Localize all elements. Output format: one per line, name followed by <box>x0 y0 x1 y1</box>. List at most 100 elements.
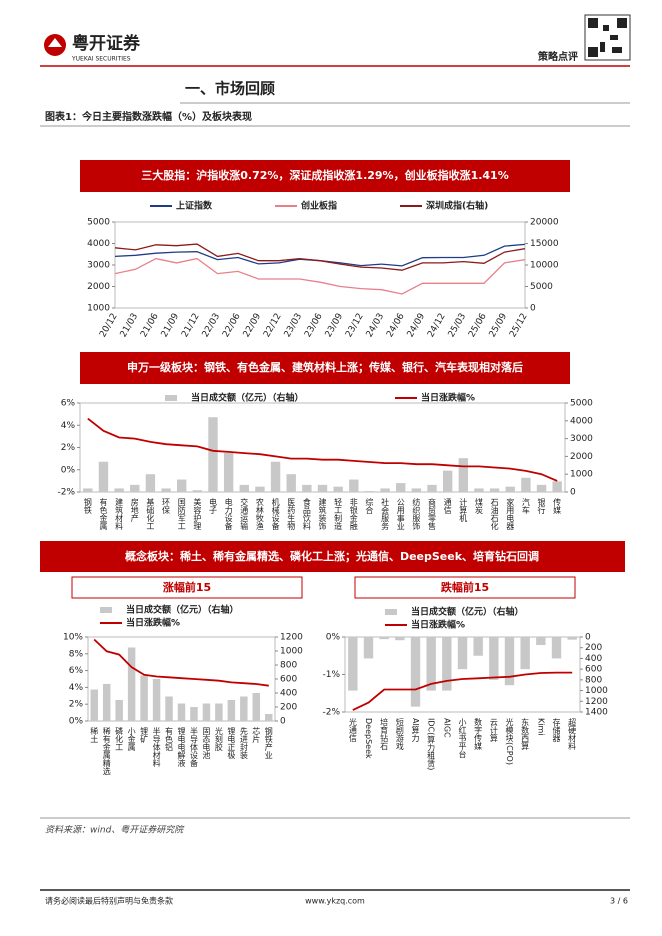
page-number: 3 / 6 <box>610 897 628 906</box>
source: 资料来源：wind、粤开证券研究院 <box>45 825 185 836</box>
legend-swatch <box>385 609 397 615</box>
company-en: YUEKAI SECURITIES <box>71 56 131 63</box>
x-tick-label: 光通信 <box>348 717 357 743</box>
x-tick-label: 公用事业 <box>396 498 405 530</box>
y-tick-label: 0% <box>69 717 84 727</box>
bar <box>552 481 562 492</box>
bar <box>83 488 93 492</box>
y2-tick-label: 1000 <box>570 470 593 480</box>
legend-label: 当日涨跌幅% <box>411 619 465 631</box>
banner <box>40 541 625 572</box>
bar <box>114 488 124 492</box>
x-tick-label: 东数西算 <box>521 717 530 751</box>
x-tick-label: 光刻胶 <box>214 726 223 752</box>
x-tick-label: 电子 <box>208 497 217 514</box>
y2-tick-label: 15000 <box>530 239 559 249</box>
bar <box>177 479 187 492</box>
website: www.ykzq.com <box>305 897 365 906</box>
x-tick-label: 机械设备 <box>271 497 280 531</box>
x-tick-label: AIGC <box>442 718 451 738</box>
bar <box>520 637 530 670</box>
bar <box>379 637 389 640</box>
x-tick-label: 锂矿 <box>140 726 149 744</box>
legend-label: 当日成交额（亿元）（右轴） <box>126 604 239 616</box>
bar <box>489 488 500 492</box>
x-tick-label: 房地产 <box>130 497 139 523</box>
y-tick-label: 8% <box>69 649 84 659</box>
company-name: 粤开证券 <box>72 33 141 54</box>
y2-tick-label: 1000 <box>585 686 608 696</box>
bar <box>474 488 484 492</box>
bar <box>426 637 436 691</box>
x-tick-label: 超硬材料 <box>568 717 577 751</box>
x-tick-label: 传媒 <box>553 497 562 515</box>
y2-tick-label: 1200 <box>585 697 608 707</box>
x-tick-label: 21/12 <box>180 312 202 339</box>
x-tick-label: 半导体设备 <box>189 726 198 768</box>
bar <box>489 637 499 680</box>
y2-tick-label: 600 <box>280 675 297 685</box>
bar <box>102 683 111 721</box>
x-tick-label: 石油石化 <box>490 498 499 531</box>
bar <box>161 488 171 492</box>
bar <box>202 703 211 721</box>
bar <box>90 689 98 721</box>
y-tick-label: 6% <box>69 666 84 676</box>
banner-text: 三大股指：沪指收涨0.72%，深证成指收涨1.29%，创业板指收涨1.41% <box>141 168 508 182</box>
y2-tick-label: 10000 <box>530 261 559 271</box>
x-tick-label: 农林牧渔 <box>255 497 264 530</box>
bar <box>567 637 577 640</box>
y2-tick-label: 5000 <box>570 399 593 409</box>
x-tick-label: 有色金属 <box>99 497 108 531</box>
x-tick-label: AI算力 <box>411 718 420 743</box>
y2-tick-label: 200 <box>280 703 297 713</box>
y-tick-label: 4% <box>69 683 84 693</box>
x-tick-label: DeepSeek <box>364 718 373 759</box>
x-tick-label: 24/03 <box>365 312 387 339</box>
y-tick-label: 0% <box>61 465 76 475</box>
x-tick-label: Kimi <box>536 718 545 735</box>
bar <box>239 484 249 492</box>
series-line <box>114 243 526 271</box>
banner-text: 申万一级板块：钢铁、有色金属、建筑材料上涨；传媒、银行、汽车表现相对落后 <box>127 360 523 374</box>
series-line <box>114 257 526 295</box>
x-tick-label: 培育钻石 <box>380 717 389 751</box>
subheader: 涨幅前15 <box>163 580 211 594</box>
legend-label: 当日成交额（亿元）（右轴） <box>411 606 524 618</box>
y-tick-label: 2000 <box>87 282 110 292</box>
y2-tick-label: 3000 <box>570 434 593 444</box>
y2-tick-label: 400 <box>280 689 297 699</box>
x-tick-label: 芯片 <box>252 726 261 744</box>
bar <box>442 637 452 691</box>
x-tick-label: 24/06 <box>385 312 407 340</box>
y2-tick-label: 200 <box>585 643 602 653</box>
x-tick-label: 25/12 <box>508 312 530 339</box>
y-tick-label: 5000 <box>87 218 110 228</box>
x-tick-label: 半导体材料 <box>152 726 161 768</box>
bar <box>286 474 296 492</box>
bar <box>333 486 343 492</box>
bar <box>536 484 547 492</box>
y-tick-label: 0% <box>326 633 341 643</box>
bar <box>255 486 265 492</box>
series-line <box>352 671 573 711</box>
bar <box>504 637 515 686</box>
x-tick-label: 22/03 <box>201 312 223 339</box>
x-tick-label: 25/06 <box>467 312 489 340</box>
x-tick-label: 短剧游戏 <box>395 717 404 751</box>
banner <box>80 352 570 384</box>
x-tick-label: 23/06 <box>303 312 325 340</box>
bar <box>270 461 281 492</box>
bar <box>521 477 531 492</box>
bar <box>127 647 136 721</box>
x-tick-label: 锂电正极 <box>227 726 236 760</box>
bar <box>165 696 173 721</box>
x-tick-label: 家用电器 <box>506 497 515 531</box>
bar <box>505 486 515 492</box>
x-tick-label: 先进封装 <box>239 726 248 760</box>
x-tick-label: 有色铝 <box>165 726 174 752</box>
x-tick-label: 24/12 <box>426 312 448 339</box>
subheader-box <box>71 576 303 599</box>
legend-swatch <box>100 607 112 613</box>
subheader-box <box>354 576 576 599</box>
